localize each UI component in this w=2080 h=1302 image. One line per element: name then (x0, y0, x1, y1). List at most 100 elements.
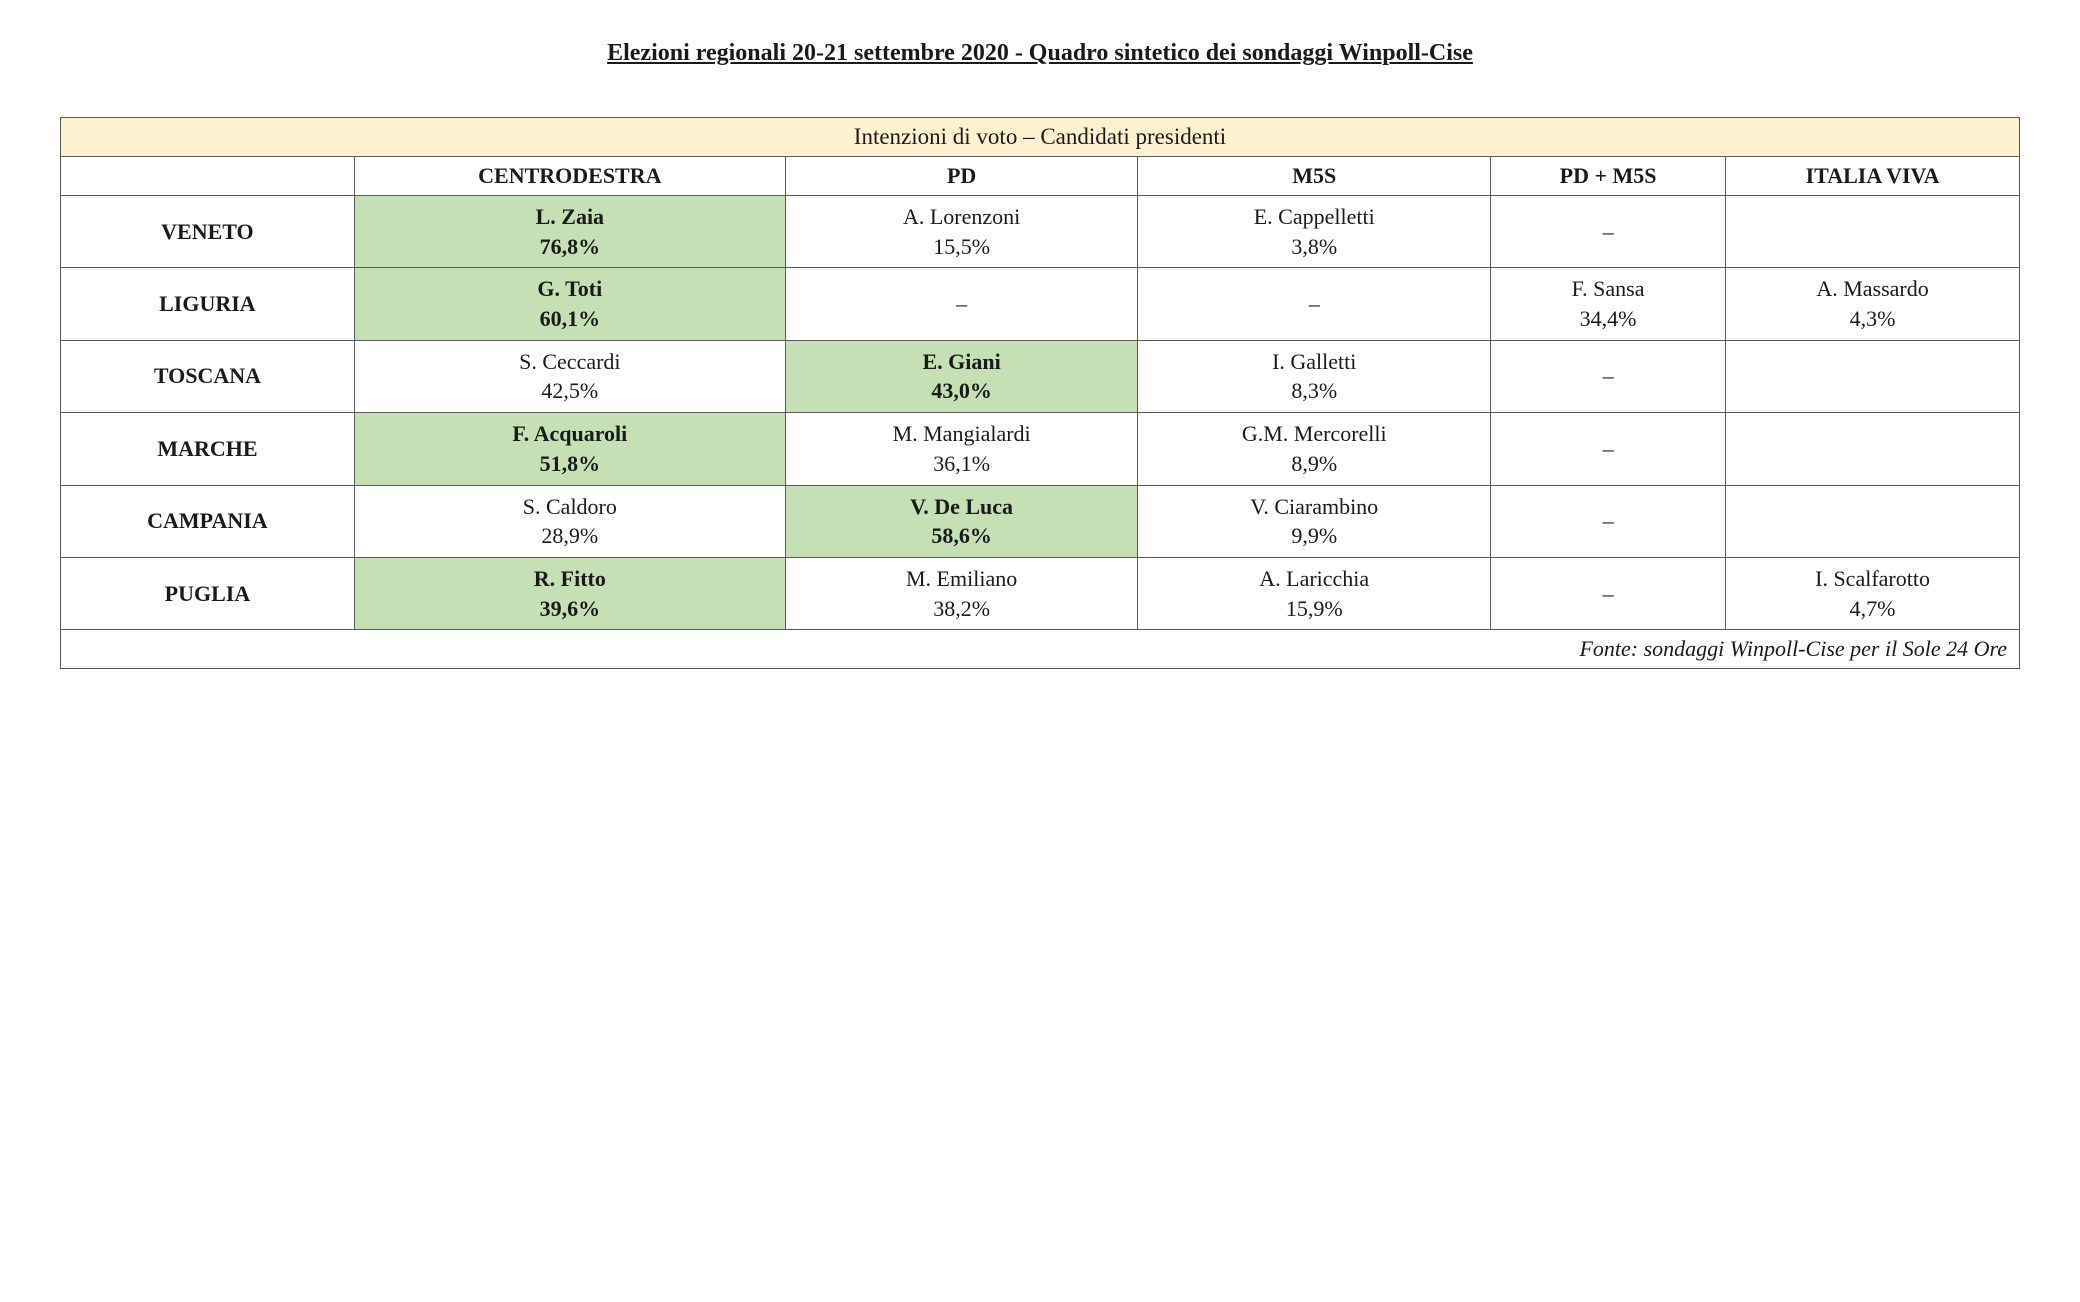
candidate-percent: 43,0% (931, 376, 992, 406)
candidate-name: A. Laricchia (1259, 564, 1369, 594)
data-cell: I. Galletti8,3% (1138, 340, 1491, 412)
row-label: CAMPANIA (61, 485, 355, 557)
candidate-name: V. Ciarambino (1250, 492, 1378, 522)
candidate-percent: 76,8% (540, 232, 601, 262)
candidate-name: A. Lorenzoni (903, 202, 1020, 232)
row-label: VENETO (61, 196, 355, 268)
candidate-name: V. De Luca (910, 492, 1013, 522)
data-cell: F. Sansa34,4% (1491, 268, 1726, 340)
row-label: MARCHE (61, 413, 355, 485)
candidate-percent: 60,1% (540, 304, 601, 334)
candidate-name: F. Acquaroli (512, 419, 627, 449)
banner-cell: Intenzioni di voto – Candidati president… (61, 118, 2020, 157)
data-cell: L. Zaia76,8% (354, 196, 785, 268)
data-cell (1726, 340, 2020, 412)
data-cell: – (1491, 557, 1726, 629)
dash-icon: – (1603, 508, 1614, 533)
candidate-percent: 3,8% (1291, 232, 1337, 262)
data-cell: A. Lorenzoni15,5% (785, 196, 1138, 268)
candidate-name: S. Ceccardi (519, 347, 620, 377)
data-cell: I. Scalfarotto4,7% (1726, 557, 2020, 629)
data-cell: A. Laricchia15,9% (1138, 557, 1491, 629)
candidate-name: R. Fitto (534, 564, 606, 594)
candidate-percent: 38,2% (933, 594, 990, 624)
banner-row: Intenzioni di voto – Candidati president… (61, 118, 2020, 157)
candidate-percent: 8,9% (1291, 449, 1337, 479)
poll-table: Intenzioni di voto – Candidati president… (60, 117, 2020, 669)
source-text: Fonte: sondaggi Winpoll-Cise per il Sole… (61, 630, 2020, 669)
col-header-m5s: M5S (1138, 157, 1491, 196)
candidate-percent: 28,9% (541, 521, 598, 551)
data-cell: V. De Luca58,6% (785, 485, 1138, 557)
row-label: LIGURIA (61, 268, 355, 340)
data-cell: S. Caldoro28,9% (354, 485, 785, 557)
data-cell: G. Toti60,1% (354, 268, 785, 340)
data-cell: – (1491, 196, 1726, 268)
candidate-percent: 42,5% (541, 376, 598, 406)
candidate-name: E. Giani (922, 347, 1000, 377)
data-cell: E. Cappelletti3,8% (1138, 196, 1491, 268)
candidate-percent: 15,9% (1286, 594, 1343, 624)
candidate-percent: 34,4% (1580, 304, 1637, 334)
candidate-percent: 58,6% (931, 521, 992, 551)
header-row: CENTRODESTRA PD M5S PD + M5S ITALIA VIVA (61, 157, 2020, 196)
candidate-name: L. Zaia (536, 202, 604, 232)
candidate-percent: 51,8% (540, 449, 601, 479)
data-cell: F. Acquaroli51,8% (354, 413, 785, 485)
data-cell: – (1491, 340, 1726, 412)
data-cell: S. Ceccardi42,5% (354, 340, 785, 412)
candidate-name: I. Scalfarotto (1815, 564, 1930, 594)
data-cell: M. Mangialardi36,1% (785, 413, 1138, 485)
data-cell: – (1491, 413, 1726, 485)
candidate-name: S. Caldoro (523, 492, 617, 522)
dash-icon: – (1309, 291, 1320, 316)
col-header-pd-m5s: PD + M5S (1491, 157, 1726, 196)
col-header-italia-viva: ITALIA VIVA (1726, 157, 2020, 196)
candidate-name: M. Mangialardi (893, 419, 1031, 449)
dash-icon: – (1603, 581, 1614, 606)
dash-icon: – (1603, 363, 1614, 388)
col-header-centrodestra: CENTRODESTRA (354, 157, 785, 196)
candidate-name: I. Galletti (1272, 347, 1356, 377)
candidate-percent: 15,5% (933, 232, 990, 262)
col-header-pd: PD (785, 157, 1138, 196)
table-row: PUGLIAR. Fitto39,6%M. Emiliano38,2%A. La… (61, 557, 2020, 629)
table-row: MARCHEF. Acquaroli51,8%M. Mangialardi36,… (61, 413, 2020, 485)
dash-icon: – (1603, 436, 1614, 461)
dash-icon: – (956, 291, 967, 316)
data-cell: A. Massardo4,3% (1726, 268, 2020, 340)
data-cell: V. Ciarambino9,9% (1138, 485, 1491, 557)
row-label: TOSCANA (61, 340, 355, 412)
candidate-name: G. Toti (537, 274, 602, 304)
candidate-percent: 4,3% (1850, 304, 1896, 334)
data-cell: – (785, 268, 1138, 340)
data-cell: – (1138, 268, 1491, 340)
data-cell: – (1491, 485, 1726, 557)
row-label: PUGLIA (61, 557, 355, 629)
candidate-name: F. Sansa (1572, 274, 1645, 304)
table-row: VENETOL. Zaia76,8%A. Lorenzoni15,5%E. Ca… (61, 196, 2020, 268)
data-cell: R. Fitto39,6% (354, 557, 785, 629)
data-cell: E. Giani43,0% (785, 340, 1138, 412)
table-row: CAMPANIAS. Caldoro28,9%V. De Luca58,6%V.… (61, 485, 2020, 557)
candidate-percent: 8,3% (1291, 376, 1337, 406)
candidate-name: A. Massardo (1816, 274, 1928, 304)
candidate-percent: 39,6% (540, 594, 601, 624)
table-row: LIGURIAG. Toti60,1%––F. Sansa34,4%A. Mas… (61, 268, 2020, 340)
dash-icon: – (1603, 219, 1614, 244)
candidate-name: M. Emiliano (906, 564, 1017, 594)
data-cell (1726, 413, 2020, 485)
candidate-name: E. Cappelletti (1254, 202, 1375, 232)
col-header-blank (61, 157, 355, 196)
data-cell (1726, 485, 2020, 557)
data-cell: M. Emiliano38,2% (785, 557, 1138, 629)
table-row: TOSCANAS. Ceccardi42,5%E. Giani43,0%I. G… (61, 340, 2020, 412)
candidate-percent: 9,9% (1291, 521, 1337, 551)
data-cell (1726, 196, 2020, 268)
page-title: Elezioni regionali 20-21 settembre 2020 … (60, 40, 2020, 67)
source-row: Fonte: sondaggi Winpoll-Cise per il Sole… (61, 630, 2020, 669)
data-cell: G.M. Mercorelli8,9% (1138, 413, 1491, 485)
candidate-percent: 36,1% (933, 449, 990, 479)
candidate-percent: 4,7% (1850, 594, 1896, 624)
candidate-name: G.M. Mercorelli (1242, 419, 1387, 449)
